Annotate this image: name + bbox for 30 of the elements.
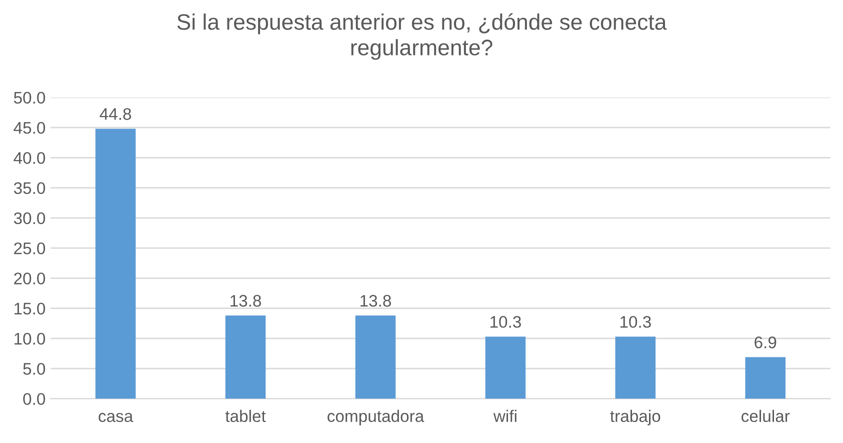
y-tick-label: 10.0 <box>14 332 46 345</box>
y-tick-label: 50.0 <box>14 92 46 104</box>
bar <box>95 128 136 399</box>
chart-title: Si la respuesta anterior es no, ¿dónde se conecta regularmente? <box>177 13 667 60</box>
y-tick-label: 0.0 <box>23 393 46 405</box>
data-label: 10.3 <box>620 316 651 328</box>
data-label: 13.8 <box>360 294 391 307</box>
x-tick-label: celular <box>742 410 790 422</box>
x-tick-label: trabajo <box>610 410 660 426</box>
y-tick-label: 25.0 <box>14 242 46 254</box>
y-tick-label: 20.0 <box>14 272 46 284</box>
data-label: 44.8 <box>100 108 132 120</box>
bar <box>485 336 526 399</box>
x-tick-label: computadora <box>328 410 424 426</box>
x-tick-label: wifi <box>493 410 516 422</box>
y-tick-label: 30.0 <box>14 212 46 224</box>
x-tick-label: tablet <box>225 410 266 422</box>
x-tick-label: casa <box>98 412 134 422</box>
bar <box>745 357 786 399</box>
y-tick-label: 45.0 <box>14 122 46 134</box>
bar <box>225 316 266 399</box>
y-tick-label: 35.0 <box>14 182 46 194</box>
y-tick-label: 15.0 <box>14 302 46 315</box>
y-tick-label: 40.0 <box>14 152 46 164</box>
y-tick-label: 5.0 <box>23 362 46 375</box>
data-label: 6.9 <box>754 336 776 348</box>
bar <box>615 336 656 399</box>
bar <box>355 316 396 399</box>
data-label: 10.3 <box>490 316 521 328</box>
data-label: 13.8 <box>230 294 262 307</box>
